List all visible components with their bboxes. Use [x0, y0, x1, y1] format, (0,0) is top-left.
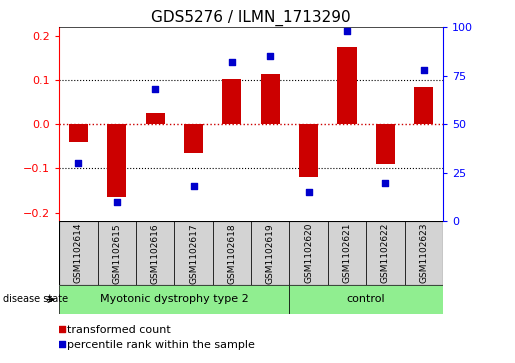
Text: GSM1102617: GSM1102617: [189, 223, 198, 284]
Bar: [289, 221, 328, 285]
Bar: [174, 221, 213, 285]
Bar: [222, 79, 242, 124]
Point: [343, 28, 351, 34]
Bar: [366, 221, 405, 285]
Point: [266, 53, 274, 59]
Point: [304, 189, 313, 195]
Point: [420, 67, 428, 73]
Point: [381, 180, 389, 185]
Point: [151, 86, 159, 92]
Bar: [251, 221, 289, 285]
Text: Myotonic dystrophy type 2: Myotonic dystrophy type 2: [100, 294, 249, 305]
Bar: [59, 285, 289, 314]
Text: GSM1102615: GSM1102615: [112, 223, 121, 284]
Point: [58, 326, 66, 332]
Bar: [289, 285, 443, 314]
Text: transformed count: transformed count: [67, 325, 170, 335]
Bar: [69, 124, 88, 142]
Point: [58, 341, 66, 347]
Text: percentile rank within the sample: percentile rank within the sample: [67, 340, 255, 350]
Point: [113, 199, 121, 205]
Bar: [404, 221, 443, 285]
Text: GSM1102618: GSM1102618: [228, 223, 236, 284]
Text: control: control: [347, 294, 385, 305]
Text: GSM1102623: GSM1102623: [419, 223, 428, 284]
Bar: [59, 221, 98, 285]
Bar: [146, 113, 165, 124]
Bar: [328, 221, 366, 285]
Text: GSM1102616: GSM1102616: [151, 223, 160, 284]
Title: GDS5276 / ILMN_1713290: GDS5276 / ILMN_1713290: [151, 10, 351, 26]
Bar: [414, 87, 433, 124]
Bar: [213, 221, 251, 285]
Bar: [184, 124, 203, 153]
Text: GSM1102622: GSM1102622: [381, 223, 390, 284]
Bar: [136, 221, 174, 285]
Point: [228, 59, 236, 65]
Text: GSM1102614: GSM1102614: [74, 223, 83, 284]
Bar: [261, 74, 280, 124]
Text: GSM1102621: GSM1102621: [342, 223, 351, 284]
Text: disease state: disease state: [3, 294, 67, 305]
Bar: [98, 221, 136, 285]
Bar: [107, 124, 126, 197]
Point: [190, 184, 198, 189]
Text: GSM1102619: GSM1102619: [266, 223, 274, 284]
Bar: [337, 47, 356, 124]
Text: GSM1102620: GSM1102620: [304, 223, 313, 284]
Bar: [376, 124, 395, 164]
Bar: [299, 124, 318, 177]
Point: [74, 160, 82, 166]
